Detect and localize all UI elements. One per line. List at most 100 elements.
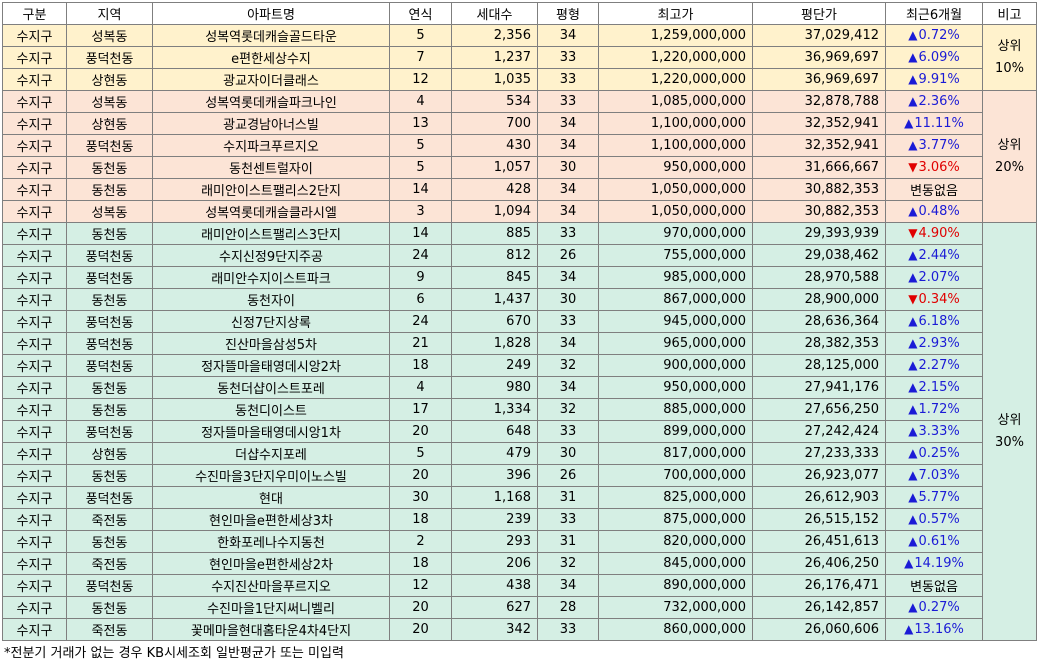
cell-dong: 동천동 <box>66 596 153 619</box>
cell-households: 1,828 <box>451 332 538 355</box>
cell-dong: 동천동 <box>66 156 153 179</box>
up-triangle-icon: ▲ <box>908 28 918 42</box>
up-triangle-icon: ▲ <box>908 336 918 350</box>
cell-year: 21 <box>389 332 452 355</box>
cell-year: 6 <box>389 288 452 311</box>
table-row: 수지구 상현동 광교경남아너스빌 13 700 34 1,100,000,000 32,352… <box>2 112 1037 135</box>
change-value: 0.48% <box>918 204 960 219</box>
cell-year: 14 <box>389 178 452 201</box>
cell-apartment-name: 더샵수지포레 <box>152 442 390 465</box>
cell-gu: 수지구 <box>2 442 67 465</box>
cell-apartment-name: 동천디이스트 <box>152 398 390 421</box>
cell-households: 1,437 <box>451 288 538 311</box>
cell-price-per-pyeong: 28,900,000 <box>752 288 886 311</box>
cell-households: 438 <box>451 574 538 597</box>
cell-max-price: 899,000,000 <box>598 420 753 443</box>
cell-year: 5 <box>389 24 452 47</box>
cell-size: 33 <box>537 310 599 333</box>
cell-households: 885 <box>451 222 538 245</box>
up-triangle-icon: ▲ <box>908 72 918 86</box>
change-value: 2.93% <box>918 336 960 351</box>
cell-max-price: 732,000,000 <box>598 596 753 619</box>
change-value: 0.57% <box>918 512 960 527</box>
cell-price-per-pyeong: 26,923,077 <box>752 464 886 487</box>
cell-dong: 동천동 <box>66 288 153 311</box>
cell-price-per-pyeong: 26,176,471 <box>752 574 886 597</box>
cell-gu: 수지구 <box>2 222 67 245</box>
change-value: 6.09% <box>918 50 960 65</box>
up-triangle-icon: ▲ <box>908 358 918 372</box>
cell-size: 33 <box>537 68 599 91</box>
cell-max-price: 817,000,000 <box>598 442 753 465</box>
change-value: 5.77% <box>918 490 960 505</box>
cell-recent-6-months: ▲9.91% <box>885 68 983 91</box>
cell-gu: 수지구 <box>2 24 67 47</box>
cell-size: 34 <box>537 266 599 289</box>
cell-year: 20 <box>389 618 452 641</box>
cell-max-price: 1,050,000,000 <box>598 178 753 201</box>
cell-recent-6-months: ▲2.27% <box>885 354 983 377</box>
change-value: 2.07% <box>918 270 960 285</box>
cell-apartment-name: 동천더샵이스트포레 <box>152 376 390 399</box>
cell-gu: 수지구 <box>2 618 67 641</box>
table-row: 수지구 동천동 수진마을3단지우미이노스빌 20 396 26 700,000,000 26,… <box>2 464 1037 487</box>
change-value: 3.33% <box>918 424 960 439</box>
cell-max-price: 1,100,000,000 <box>598 112 753 135</box>
up-triangle-icon: ▲ <box>908 138 918 152</box>
table-row: 수지구 죽전동 현인마을e편한세상3차 18 239 33 875,000,000 26,51… <box>2 508 1037 531</box>
cell-dong: 성복동 <box>66 24 153 47</box>
cell-dong: 풍덕천동 <box>66 332 153 355</box>
group-note-cell: 상위 20% <box>982 90 1037 223</box>
cell-size: 30 <box>537 442 599 465</box>
cell-price-per-pyeong: 32,878,788 <box>752 90 886 113</box>
cell-price-per-pyeong: 26,142,857 <box>752 596 886 619</box>
cell-dong: 성복동 <box>66 200 153 223</box>
cell-apartment-name: 래미안이스트팰리스3단지 <box>152 222 390 245</box>
table-row: 수지구 동천동 동천디이스트 17 1,334 32 885,000,000 27,656,2… <box>2 398 1037 421</box>
cell-households: 700 <box>451 112 538 135</box>
cell-size: 33 <box>537 222 599 245</box>
change-value: 3.06% <box>918 160 960 175</box>
cell-dong: 죽전동 <box>66 618 153 641</box>
cell-recent-6-months: ▲3.77% <box>885 134 983 157</box>
down-triangle-icon: ▼ <box>908 226 918 240</box>
cell-gu: 수지구 <box>2 112 67 135</box>
group-note-label: 상위 <box>997 137 1022 153</box>
cell-recent-6-months: ▲3.33% <box>885 420 983 443</box>
cell-dong: 죽전동 <box>66 508 153 531</box>
cell-apartment-name: 정자뜰마을태영데시앙2차 <box>152 354 390 377</box>
cell-apartment-name: 수지신정9단지주공 <box>152 244 390 267</box>
cell-recent-6-months: 변동없음 <box>885 178 983 201</box>
cell-size: 33 <box>537 46 599 69</box>
up-triangle-icon: ▲ <box>908 468 918 482</box>
cell-gu: 수지구 <box>2 46 67 69</box>
cell-max-price: 945,000,000 <box>598 310 753 333</box>
cell-gu: 수지구 <box>2 552 67 575</box>
cell-apartment-name: 동천자이 <box>152 288 390 311</box>
table-row: 수지구 풍덕천동 수지진산마을푸르지오 12 438 34 890,000,000 26,17… <box>2 574 1037 597</box>
cell-recent-6-months: ▲0.61% <box>885 530 983 553</box>
cell-recent-6-months: ▲2.07% <box>885 266 983 289</box>
cell-year: 20 <box>389 596 452 619</box>
cell-recent-6-months: ▲6.18% <box>885 310 983 333</box>
cell-recent-6-months: ▲14.19% <box>885 552 983 575</box>
cell-recent-6-months: ▲6.09% <box>885 46 983 69</box>
cell-gu: 수지구 <box>2 420 67 443</box>
cell-dong: 죽전동 <box>66 552 153 575</box>
cell-apartment-name: 동천센트럴자이 <box>152 156 390 179</box>
up-triangle-icon: ▲ <box>908 490 918 504</box>
cell-gu: 수지구 <box>2 310 67 333</box>
cell-year: 5 <box>389 156 452 179</box>
cell-max-price: 1,220,000,000 <box>598 46 753 69</box>
cell-apartment-name: e편한세상수지 <box>152 46 390 69</box>
cell-recent-6-months: ▲2.93% <box>885 332 983 355</box>
up-triangle-icon: ▲ <box>908 314 918 328</box>
cell-size: 34 <box>537 178 599 201</box>
cell-size: 33 <box>537 90 599 113</box>
cell-size: 34 <box>537 200 599 223</box>
up-triangle-icon: ▲ <box>908 402 918 416</box>
change-value: 9.91% <box>918 72 960 87</box>
cell-apartment-name: 현대 <box>152 486 390 509</box>
cell-gu: 수지구 <box>2 398 67 421</box>
cell-gu: 수지구 <box>2 596 67 619</box>
